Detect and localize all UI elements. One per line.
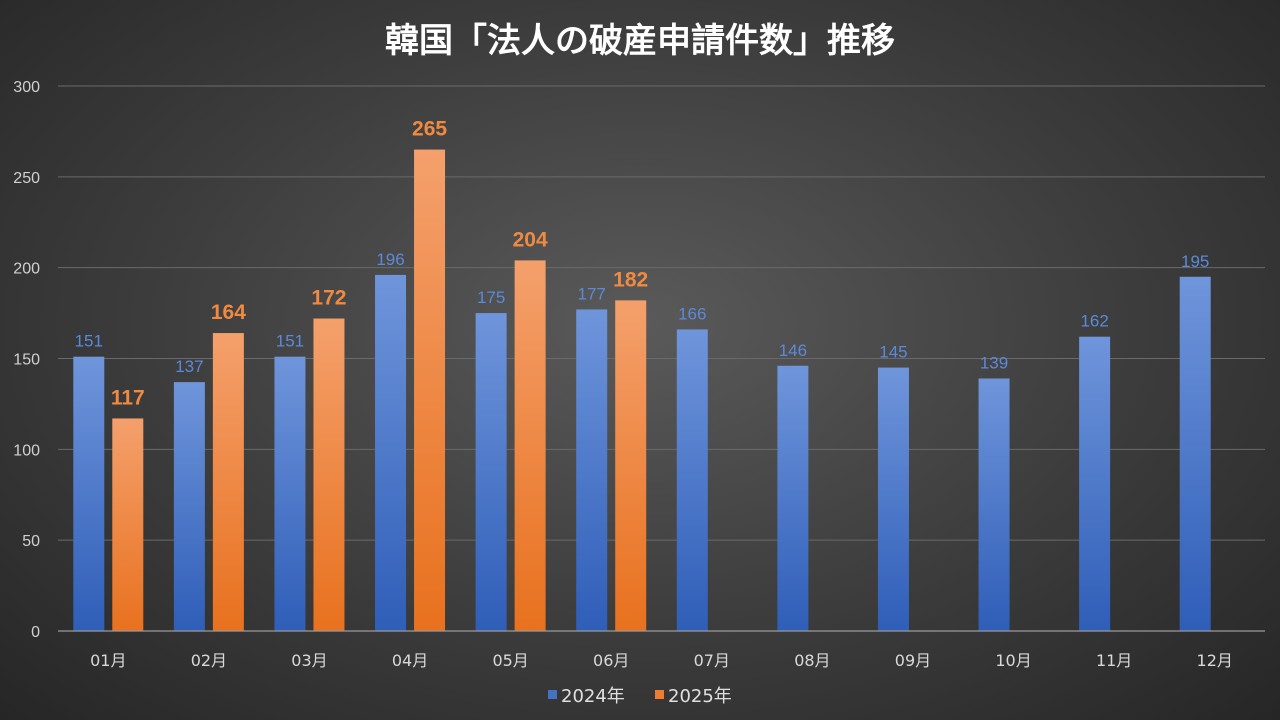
bar-2024年-11月 xyxy=(1079,336,1111,631)
bar-2024年-01月 xyxy=(73,356,105,631)
data-label: 145 xyxy=(879,343,907,362)
bar-2025年-02月 xyxy=(212,333,244,631)
data-label: 182 xyxy=(613,268,648,291)
bar-2024年-02月 xyxy=(173,382,205,631)
legend-swatch xyxy=(548,690,557,699)
bar-2024年-08月 xyxy=(777,365,809,631)
bar-2025年-01月 xyxy=(112,418,144,631)
bar-2024年-06月 xyxy=(576,309,608,631)
data-label: 172 xyxy=(311,287,346,310)
x-tick-label: 12月 xyxy=(1197,651,1233,670)
chart-title: 韓国「法人の破産申請件数」推移 xyxy=(385,21,895,61)
bar-2024年-03月 xyxy=(274,356,306,631)
x-tick-label: 06月 xyxy=(593,651,629,670)
y-tick-label: 200 xyxy=(13,261,40,278)
x-tick-label: 04月 xyxy=(392,651,428,670)
x-tick-label: 03月 xyxy=(291,651,327,670)
data-label: 162 xyxy=(1080,312,1108,331)
data-label: 139 xyxy=(980,353,1008,372)
x-tick-label: 11月 xyxy=(1096,651,1132,670)
data-label: 196 xyxy=(376,250,404,269)
y-axis-ticks: 0 50 100 150 200 250 300 xyxy=(13,79,40,641)
data-labels: 151 117 137 164 151 172 196 265 175 204 177 182 166 1… xyxy=(75,118,1210,410)
data-label: 175 xyxy=(477,288,505,307)
bar-2025年-04月 xyxy=(414,149,446,632)
legend-label: 2025年 xyxy=(668,686,732,707)
data-label: 166 xyxy=(678,304,706,323)
data-label: 265 xyxy=(412,118,447,141)
data-label: 151 xyxy=(276,332,304,351)
y-tick-label: 300 xyxy=(13,79,40,96)
bar-2025年-06月 xyxy=(615,300,647,631)
bar-2025年-05月 xyxy=(514,260,546,631)
legend: 2024年 2025年 xyxy=(548,686,732,707)
y-tick-label: 150 xyxy=(13,352,40,369)
data-label: 137 xyxy=(175,357,203,376)
data-label: 204 xyxy=(513,228,548,251)
legend-label: 2024年 xyxy=(561,686,625,707)
y-tick-label: 0 xyxy=(31,624,40,641)
y-tick-label: 250 xyxy=(13,170,40,187)
bar-2024年-07月 xyxy=(676,329,708,631)
bar-2024年-04月 xyxy=(375,274,407,631)
bar-2025年-03月 xyxy=(313,318,345,631)
data-label: 117 xyxy=(111,386,145,409)
bars xyxy=(73,149,1211,632)
data-label: 151 xyxy=(75,332,103,351)
y-tick-label: 100 xyxy=(13,442,40,459)
data-label: 177 xyxy=(578,284,606,303)
bar-2024年-05月 xyxy=(475,313,507,631)
x-tick-label: 02月 xyxy=(191,651,227,670)
x-tick-label: 01月 xyxy=(90,651,126,670)
data-label: 164 xyxy=(211,301,246,324)
x-axis-ticks: 01月 02月 03月 04月 05月 06月 07月 08月 09月 10月 11月 12月 xyxy=(90,651,1233,670)
data-label: 146 xyxy=(779,341,807,360)
x-tick-label: 05月 xyxy=(492,651,528,670)
x-tick-label: 10月 xyxy=(995,651,1031,670)
bar-2024年-10月 xyxy=(978,378,1010,631)
y-tick-label: 50 xyxy=(22,533,40,550)
data-label: 195 xyxy=(1181,252,1209,271)
grid-lines xyxy=(58,85,1265,541)
bar-2024年-09月 xyxy=(877,367,909,631)
x-tick-label: 08月 xyxy=(794,651,830,670)
x-tick-label: 09月 xyxy=(895,651,931,670)
legend-swatch xyxy=(655,690,664,699)
bar-2024年-12月 xyxy=(1179,276,1211,631)
x-tick-label: 07月 xyxy=(694,651,730,670)
